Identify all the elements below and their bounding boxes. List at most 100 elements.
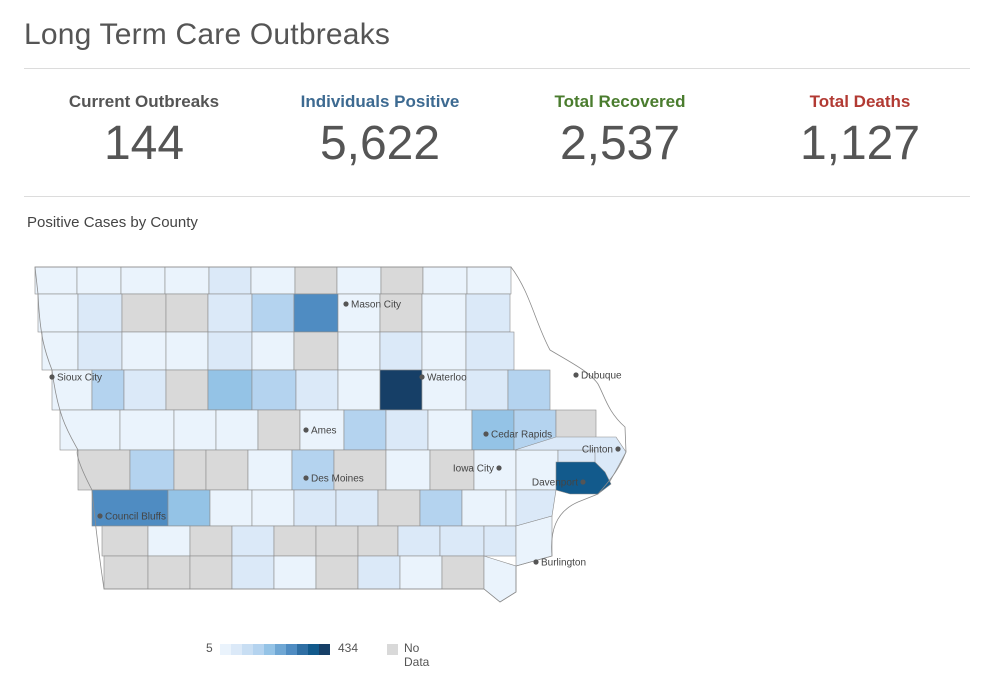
- county[interactable]: [473, 449, 517, 491]
- county[interactable]: [207, 369, 253, 411]
- county[interactable]: [293, 293, 339, 333]
- county[interactable]: [101, 525, 149, 557]
- county[interactable]: [421, 331, 467, 371]
- county[interactable]: [337, 331, 381, 371]
- county[interactable]: [208, 266, 252, 295]
- city-marker[interactable]: [97, 513, 103, 519]
- county[interactable]: [422, 266, 468, 295]
- city-marker[interactable]: [419, 374, 425, 380]
- county[interactable]: [293, 331, 339, 371]
- county[interactable]: [147, 525, 191, 557]
- county[interactable]: [421, 369, 467, 411]
- county[interactable]: [231, 555, 275, 590]
- county[interactable]: [357, 525, 399, 557]
- county[interactable]: [165, 293, 209, 333]
- county[interactable]: [385, 449, 431, 491]
- county[interactable]: [357, 555, 401, 590]
- county[interactable]: [471, 409, 515, 451]
- county[interactable]: [165, 331, 209, 371]
- county[interactable]: [250, 266, 296, 295]
- city-marker[interactable]: [580, 479, 586, 485]
- county[interactable]: [337, 369, 381, 411]
- county[interactable]: [515, 449, 559, 491]
- county[interactable]: [189, 525, 233, 557]
- county[interactable]: [77, 293, 123, 333]
- county[interactable]: [419, 489, 463, 527]
- county[interactable]: [34, 266, 78, 295]
- county[interactable]: [257, 409, 301, 451]
- county[interactable]: [164, 266, 210, 295]
- county[interactable]: [247, 449, 293, 491]
- county[interactable]: [465, 369, 509, 411]
- city-marker[interactable]: [343, 301, 349, 307]
- county[interactable]: [129, 449, 175, 491]
- county[interactable]: [333, 449, 387, 491]
- county[interactable]: [466, 266, 512, 295]
- county[interactable]: [165, 369, 209, 411]
- county[interactable]: [173, 449, 207, 491]
- city-marker[interactable]: [303, 427, 309, 433]
- county[interactable]: [439, 525, 485, 557]
- county[interactable]: [315, 525, 359, 557]
- county[interactable]: [123, 369, 167, 411]
- city-marker[interactable]: [496, 465, 502, 471]
- county[interactable]: [147, 555, 191, 590]
- county[interactable]: [461, 489, 507, 527]
- county[interactable]: [293, 489, 337, 527]
- county[interactable]: [77, 331, 123, 371]
- county[interactable]: [337, 293, 381, 333]
- county[interactable]: [76, 266, 122, 295]
- county[interactable]: [379, 293, 423, 333]
- county[interactable]: [103, 555, 149, 590]
- county[interactable]: [379, 369, 423, 411]
- county[interactable]: [483, 525, 517, 557]
- county[interactable]: [507, 369, 551, 411]
- county[interactable]: [295, 369, 339, 411]
- city-marker[interactable]: [573, 372, 579, 378]
- county[interactable]: [335, 489, 379, 527]
- city-marker[interactable]: [615, 446, 621, 452]
- county[interactable]: [397, 525, 441, 557]
- county[interactable]: [380, 266, 424, 295]
- county[interactable]: [251, 331, 295, 371]
- county[interactable]: [399, 555, 443, 590]
- county[interactable]: [209, 489, 253, 527]
- county[interactable]: [121, 331, 167, 371]
- iowa-county-map[interactable]: Mason City Sioux City Waterloo Dubuque Ames C…: [30, 262, 630, 612]
- county[interactable]: [465, 293, 511, 333]
- city-marker[interactable]: [533, 559, 539, 565]
- county[interactable]: [59, 409, 121, 451]
- city-marker[interactable]: [303, 475, 309, 481]
- county[interactable]: [119, 409, 175, 451]
- county[interactable]: [205, 449, 249, 491]
- county[interactable]: [273, 555, 317, 590]
- county[interactable]: [91, 489, 169, 527]
- county[interactable]: [41, 331, 79, 371]
- county[interactable]: [273, 525, 317, 557]
- county[interactable]: [37, 293, 79, 333]
- county[interactable]: [465, 331, 515, 371]
- county[interactable]: [427, 409, 473, 451]
- county[interactable]: [555, 461, 612, 495]
- county[interactable]: [251, 293, 295, 333]
- county[interactable]: [120, 266, 166, 295]
- county[interactable]: [167, 489, 211, 527]
- county[interactable]: [377, 489, 421, 527]
- county[interactable]: [173, 409, 217, 451]
- county[interactable]: [336, 266, 382, 295]
- county[interactable]: [207, 293, 253, 333]
- county[interactable]: [251, 369, 297, 411]
- county[interactable]: [294, 266, 338, 295]
- county[interactable]: [385, 409, 429, 451]
- county[interactable]: [315, 555, 359, 590]
- county[interactable]: [77, 449, 131, 491]
- county[interactable]: [251, 489, 295, 527]
- county[interactable]: [215, 409, 259, 451]
- county[interactable]: [231, 525, 275, 557]
- county[interactable]: [121, 293, 167, 333]
- county[interactable]: [207, 331, 253, 371]
- county[interactable]: [421, 293, 467, 333]
- county[interactable]: [379, 331, 423, 371]
- county[interactable]: [441, 555, 485, 590]
- city-marker[interactable]: [49, 374, 55, 380]
